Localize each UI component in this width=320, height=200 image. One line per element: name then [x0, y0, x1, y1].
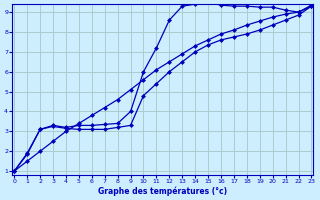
X-axis label: Graphe des températures (°c): Graphe des températures (°c)	[98, 186, 228, 196]
